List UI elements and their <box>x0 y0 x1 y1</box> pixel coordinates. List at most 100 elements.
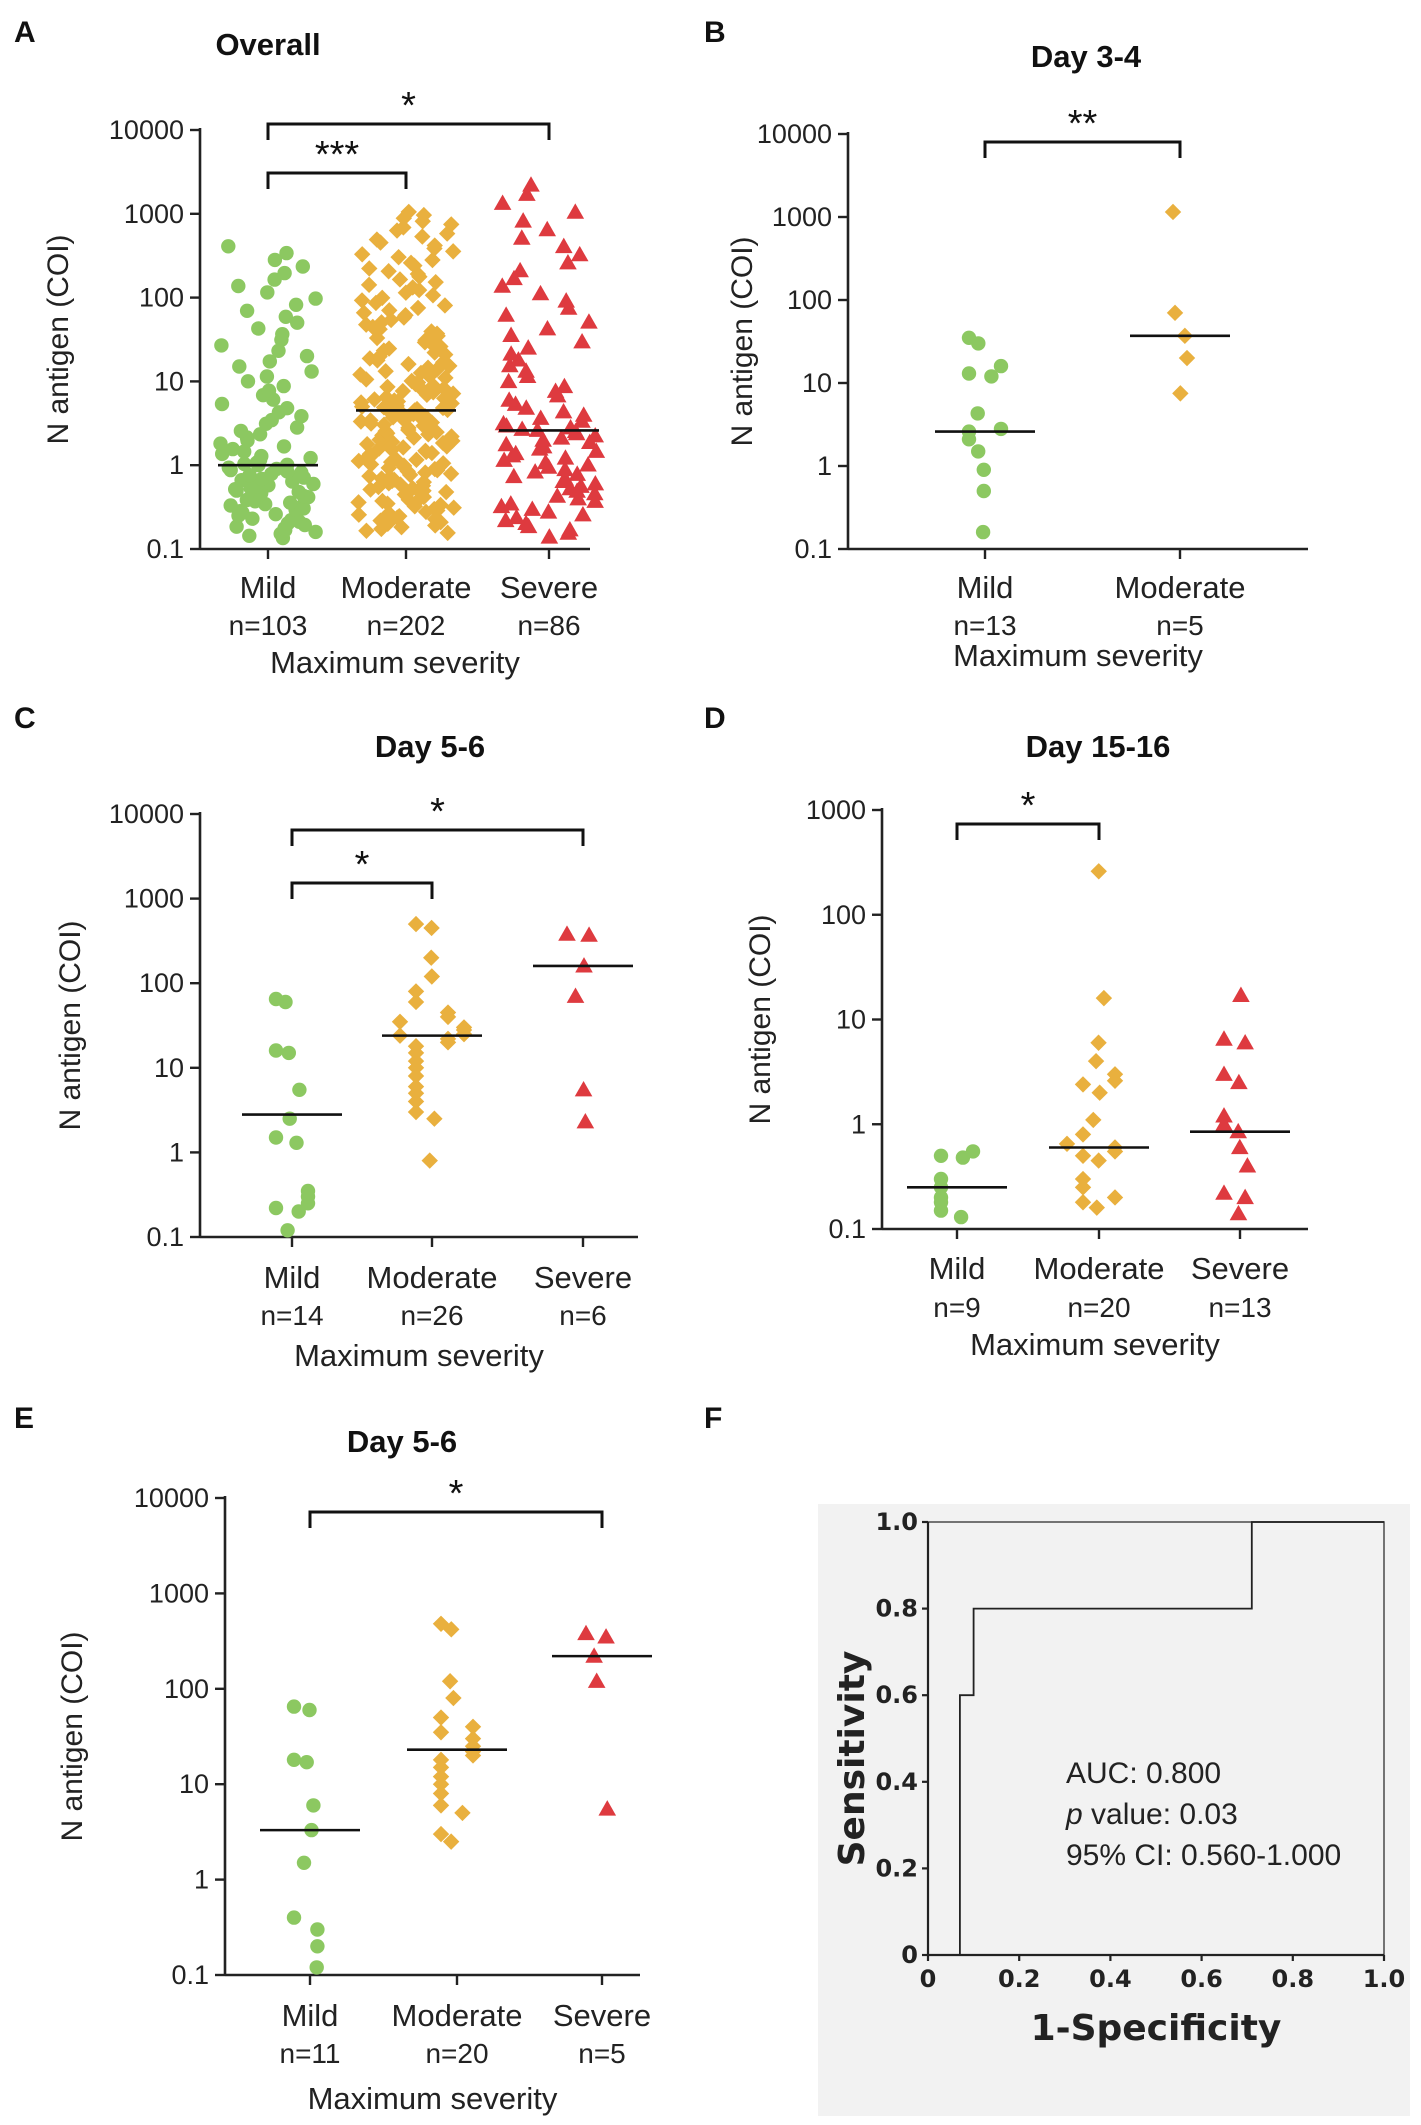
data-point <box>214 396 230 412</box>
data-point <box>361 467 378 485</box>
x-axis-label: Maximum severity <box>970 1327 1220 1362</box>
data-point <box>361 260 378 277</box>
data-point <box>517 399 536 415</box>
data-point <box>1074 1147 1092 1164</box>
data-point <box>1166 304 1184 322</box>
data-point <box>522 176 540 192</box>
y-tick-label: 0 <box>901 1941 918 1969</box>
y-tick-label: 10 <box>154 1053 184 1083</box>
category-label: Severe <box>1191 1251 1289 1286</box>
y-tick-label: 1 <box>817 451 832 481</box>
y-tick-label: 10000 <box>109 799 184 829</box>
data-point <box>352 366 369 383</box>
data-point <box>231 278 246 294</box>
p-italic: p <box>1065 1798 1083 1831</box>
category-label: Severe <box>553 1998 651 2033</box>
data-point <box>538 319 557 336</box>
data-point <box>518 185 536 201</box>
data-point <box>961 330 977 345</box>
y-tick-label: 100 <box>164 1674 209 1704</box>
data-point <box>289 420 305 435</box>
data-point <box>397 307 414 324</box>
y-tick-label: 1000 <box>806 795 866 825</box>
data-point <box>933 1171 949 1187</box>
data-point <box>242 467 257 483</box>
category-label: Mild <box>264 1260 321 1295</box>
data-point <box>268 991 284 1007</box>
data-point <box>580 926 598 942</box>
panel-letter: B <box>704 16 726 49</box>
y-tick-label: 10000 <box>134 1483 209 1513</box>
data-point <box>1106 1189 1124 1206</box>
n-label: n=20 <box>425 2038 488 2069</box>
data-point <box>517 514 535 531</box>
data-point <box>586 427 605 443</box>
y-tick-label: 1.0 <box>875 1508 918 1536</box>
data-point <box>579 456 597 472</box>
data-point <box>240 374 256 389</box>
data-point <box>445 1689 462 1707</box>
data-point <box>407 1038 425 1055</box>
data-point <box>1074 1076 1092 1093</box>
data-point <box>464 1730 482 1747</box>
data-point <box>408 451 425 469</box>
data-point <box>1095 989 1113 1007</box>
data-point <box>493 194 512 210</box>
data-point <box>1215 1107 1233 1123</box>
data-point <box>495 451 513 467</box>
n-label: n=5 <box>1156 610 1204 641</box>
data-point <box>574 406 593 422</box>
data-point <box>279 245 294 261</box>
data-point <box>310 1939 325 1954</box>
data-point <box>373 520 390 538</box>
panel-letter: E <box>14 1402 34 1435</box>
data-point <box>407 915 425 933</box>
data-point <box>271 343 286 358</box>
data-point <box>519 339 538 355</box>
data-point <box>432 1709 450 1726</box>
data-point <box>237 444 252 459</box>
data-point <box>1236 1033 1254 1050</box>
data-point <box>1087 1052 1105 1070</box>
data-point <box>554 237 573 254</box>
data-point <box>379 515 396 533</box>
data-point <box>292 1082 307 1098</box>
data-point <box>308 291 323 306</box>
data-point <box>276 378 291 394</box>
n-label: n=86 <box>517 610 580 641</box>
data-point <box>454 1804 471 1822</box>
data-point <box>286 1910 302 1925</box>
data-point <box>566 203 585 219</box>
data-point <box>512 229 531 245</box>
y-tick-label: 0.2 <box>875 1854 918 1882</box>
data-point <box>352 394 370 411</box>
data-point <box>400 355 417 373</box>
data-point <box>970 406 985 421</box>
data-point <box>546 382 565 398</box>
significance-bracket <box>290 828 585 846</box>
n-label: n=26 <box>400 1300 463 1331</box>
category-label: Moderate <box>367 1260 498 1295</box>
data-point <box>442 1833 460 1850</box>
data-point <box>303 450 318 466</box>
data-point <box>353 246 371 263</box>
category-label: Mild <box>282 1998 339 2033</box>
data-point <box>423 949 440 966</box>
data-point <box>586 474 605 491</box>
data-point <box>437 483 455 501</box>
data-point <box>1074 1179 1092 1196</box>
data-point <box>556 470 575 486</box>
data-point <box>380 263 397 280</box>
y-tick-label: 10 <box>179 1769 209 1799</box>
y-axis-label: N antigen (COI) <box>744 914 777 1124</box>
data-point <box>432 1751 450 1769</box>
data-point <box>366 391 383 408</box>
data-point <box>1164 203 1182 221</box>
data-point <box>290 315 305 330</box>
data-point <box>350 506 368 523</box>
data-point <box>391 271 409 288</box>
data-point <box>570 245 589 262</box>
data-point <box>432 1768 450 1785</box>
data-point <box>281 1045 296 1061</box>
data-point <box>232 359 247 374</box>
